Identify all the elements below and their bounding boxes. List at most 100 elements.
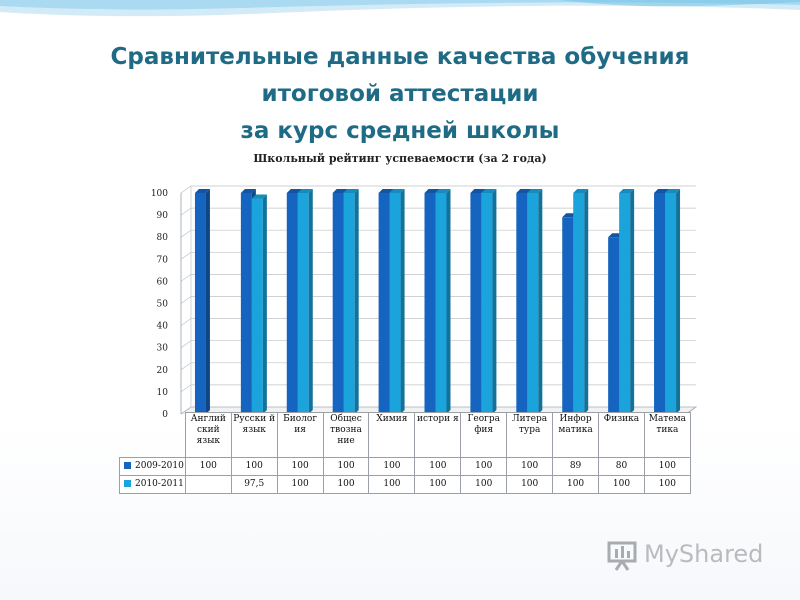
bar-side: [446, 189, 451, 414]
data-label: 100: [230, 457, 278, 476]
bar-front: [194, 193, 206, 414]
bar-front: [251, 198, 263, 414]
legend-label: 2010-2011: [135, 479, 184, 489]
table-category-row: Англий ский язык Русски й язык Биолог ия Об…: [120, 412, 691, 458]
data-label: 100: [506, 475, 554, 494]
bar: [619, 189, 635, 414]
bar-front: [573, 193, 585, 414]
bar-top: [424, 189, 440, 193]
data-label: 100: [414, 457, 462, 476]
bar-front: [562, 217, 574, 414]
bar-front: [516, 193, 528, 414]
data-label: 100: [598, 475, 645, 494]
bar-front: [435, 193, 447, 414]
chart-title: Школьный рейтинг успеваемости (за 2 года…: [253, 152, 547, 165]
bar-side: [400, 189, 405, 414]
category-label: Биолог ия: [276, 412, 324, 458]
bar-front: [654, 193, 666, 414]
bar-top: [527, 189, 543, 193]
y-tick-label: 0: [162, 410, 168, 420]
bar: [573, 189, 589, 414]
data-label: 100: [184, 457, 232, 476]
bar-side: [262, 194, 267, 414]
y-tick-label: 50: [157, 300, 169, 310]
slide-title-line-2: итоговой аттестации: [261, 81, 539, 107]
bar-side: [205, 189, 210, 414]
data-label: 89: [552, 457, 600, 476]
category-label: истори я: [414, 412, 462, 458]
data-label: 100: [552, 475, 600, 494]
bar-top: [665, 189, 681, 193]
y-tick-label: 90: [157, 211, 169, 221]
data-label: 100: [276, 457, 324, 476]
data-label: 100: [322, 457, 370, 476]
bar-front: [470, 193, 482, 414]
bar-top: [297, 189, 313, 193]
bar-side: [354, 189, 359, 414]
bar-front: [332, 193, 344, 414]
y-tick-label: 60: [157, 277, 169, 287]
bar-top: [470, 189, 486, 193]
category-label: Англий ский язык: [184, 412, 232, 458]
data-label: 100: [368, 457, 416, 476]
category-label: Химия: [368, 412, 416, 458]
bar-front: [378, 193, 390, 414]
table-corner: [120, 413, 186, 458]
bar-side: [538, 189, 543, 414]
legend-label: 2009-2010: [135, 461, 184, 471]
bar-top: [389, 189, 405, 193]
data-label: [184, 475, 232, 494]
slide-title-line-3: за курс средней школы: [240, 118, 560, 144]
header-swoosh: [0, 0, 800, 17]
data-label: 100: [506, 457, 554, 476]
bar-top: [481, 189, 497, 193]
bar-front: [286, 193, 298, 414]
table-series-row: 2009-2010 100 100 100 100 100 100 100 100 89 80 100: [119, 457, 691, 476]
bar-top: [240, 189, 256, 193]
table-series-row: 2010-2011 97,5 100 100 100 100 100 100 100 100 100: [119, 475, 691, 494]
data-label: 100: [460, 457, 508, 476]
bar-side: [584, 189, 589, 414]
bar-front: [481, 193, 493, 414]
data-label: 80: [598, 457, 645, 476]
bar-front: [389, 193, 401, 414]
y-tick-label: 80: [157, 233, 169, 243]
bar-front: [424, 193, 436, 414]
bar-top: [286, 189, 302, 193]
data-label: 100: [643, 457, 691, 476]
bar-top: [251, 194, 267, 199]
bar-top: [332, 189, 348, 193]
bar-top: [435, 189, 451, 193]
bar: [527, 189, 543, 414]
y-tick-label: 20: [157, 366, 169, 376]
logo-text: MyShared: [644, 540, 764, 568]
bar-front: [608, 237, 620, 414]
data-label: 97,5: [230, 475, 278, 494]
presentation-board-icon: [607, 541, 637, 571]
y-tick-label: 30: [157, 344, 169, 354]
bar: [435, 189, 451, 414]
bar-side: [676, 189, 681, 414]
bar-side: [308, 189, 313, 414]
category-label: Геогра фия: [460, 412, 508, 458]
myshared-logo: MyShared: [606, 537, 776, 571]
chart-bars: [194, 189, 681, 414]
category-label: Физика: [598, 412, 645, 458]
chart-data-table: Англий ский язык Русски й язык Биолог ия Об…: [119, 412, 691, 494]
bar-side: [492, 189, 497, 414]
bar-top: [654, 189, 670, 193]
bar-front: [527, 193, 539, 414]
bar: [389, 189, 405, 414]
bar: [343, 189, 359, 414]
bar-top: [378, 189, 394, 193]
bar: [665, 189, 681, 414]
bar-top: [573, 189, 589, 193]
category-label: Русски й язык: [230, 412, 278, 458]
legend-entry: 2010-2011: [119, 475, 186, 494]
y-axis-ticks: 0 10 20 30 40 50 60 70 80 90 100: [151, 189, 168, 420]
y-tick-label: 40: [157, 322, 169, 332]
bar-top: [194, 189, 210, 193]
bar-front: [240, 193, 252, 414]
category-label: Общес твозна ние: [322, 412, 370, 458]
